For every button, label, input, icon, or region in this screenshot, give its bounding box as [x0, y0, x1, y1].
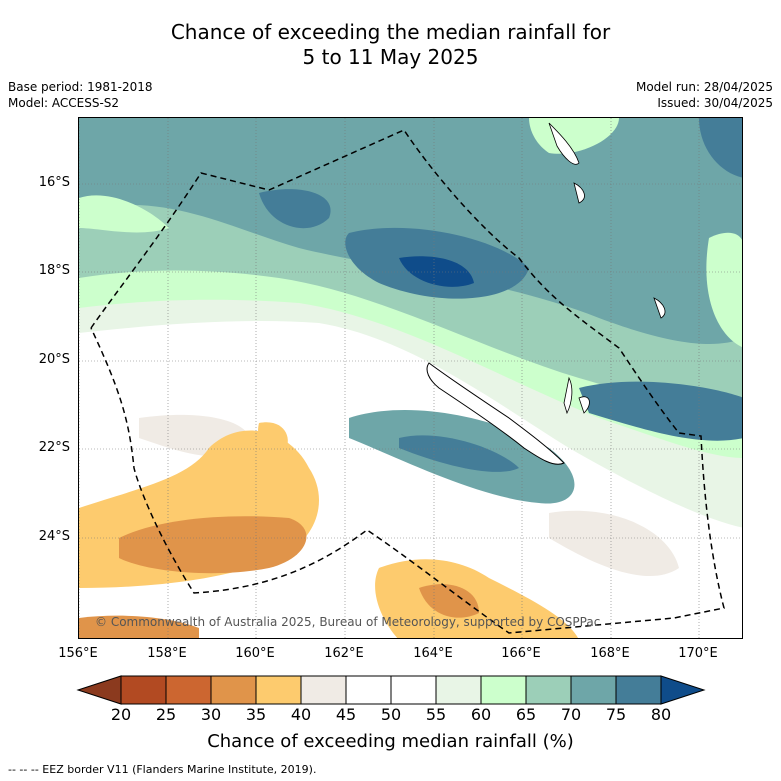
lon-label-162e: 162°E	[324, 646, 364, 661]
contour-35-40-south	[375, 559, 578, 638]
vanuatu-island-south	[653, 297, 666, 319]
rainfall-map	[78, 117, 743, 639]
lat-label-24s: 24°S	[38, 529, 70, 544]
loyalty-island	[563, 376, 573, 415]
colorbar-segment-9	[480, 675, 527, 705]
model-name: Model: ACCESS-S2	[8, 96, 120, 110]
issued-date: Issued: 30/04/2025	[657, 96, 773, 110]
colorbar-tick-60: 60	[470, 705, 492, 724]
colorbar-segment-5	[300, 675, 347, 705]
colorbar-segment-11	[570, 675, 617, 705]
lat-label-16s: 16°S	[38, 175, 70, 190]
colorbar-segment-2	[165, 675, 212, 705]
lifou-island	[578, 396, 590, 414]
lon-label-168e: 168°E	[590, 646, 630, 661]
colorbar-tick-70: 70	[560, 705, 582, 724]
colorbar-segment-8	[435, 675, 482, 705]
contour-75-ne	[699, 118, 742, 178]
colorbar-tick-65: 65	[515, 705, 537, 724]
contour-35-40-small	[258, 422, 288, 454]
colorbar-tick-40: 40	[290, 705, 312, 724]
colorbar-tick-55: 55	[425, 705, 447, 724]
colorbar-segment-10	[525, 675, 572, 705]
lon-label-160e: 160°E	[235, 646, 275, 661]
colorbar-tick-45: 45	[335, 705, 357, 724]
colorbar-over-arrow	[660, 675, 706, 705]
colorbar-segment-4	[255, 675, 302, 705]
contour-30-35-edge	[79, 615, 199, 638]
colorbar-tick-30: 30	[200, 705, 222, 724]
colorbar-segment-12	[615, 675, 662, 705]
colorbar-tick-35: 35	[245, 705, 267, 724]
colorbar-tick-75: 75	[605, 705, 627, 724]
model-run: Model run: 28/04/2025	[635, 80, 773, 94]
colorbar-under-arrow	[76, 675, 122, 705]
contour-80-north	[399, 256, 474, 287]
colorbar	[76, 675, 706, 705]
contour-60-east	[706, 232, 742, 347]
colorbar-tick-20: 20	[110, 705, 132, 724]
lon-label-170e: 170°E	[678, 646, 718, 661]
contour-75-east	[579, 381, 742, 441]
eez-legend: -- -- -- EEZ border V11 (Flanders Marine…	[8, 763, 317, 776]
base-period: Base period: 1981-2018	[8, 80, 153, 94]
copyright-notice: © Commonwealth of Australia 2025, Bureau…	[95, 615, 601, 629]
colorbar-segment-7	[390, 675, 437, 705]
lon-label-156e: 156°E	[58, 646, 98, 661]
contour-40-45-south	[549, 510, 679, 577]
map-title-line1: Chance of exceeding the median rainfall …	[170, 20, 611, 44]
colorbar-tick-25: 25	[155, 705, 177, 724]
lat-label-22s: 22°S	[38, 440, 70, 455]
eez-border	[90, 129, 725, 634]
colorbar-segment-6	[345, 675, 392, 705]
lat-label-20s: 20°S	[38, 352, 70, 367]
new-caledonia-island	[426, 362, 565, 465]
contour-30-35-west	[119, 516, 307, 574]
colorbar-title: Chance of exceeding median rainfall (%)	[207, 731, 574, 752]
lon-label-164e: 164°E	[413, 646, 453, 661]
colorbar-tick-50: 50	[380, 705, 402, 724]
map-canvas	[79, 118, 742, 638]
lon-label-166e: 166°E	[501, 646, 541, 661]
contour-75-south	[399, 435, 519, 472]
colorbar-segment-3	[210, 675, 257, 705]
lat-label-18s: 18°S	[38, 263, 70, 278]
vanuatu-island-middle	[573, 182, 585, 204]
contour-75-nw	[259, 189, 331, 229]
map-title-line2: 5 to 11 May 2025	[302, 45, 479, 69]
vanuatu-island-north	[548, 122, 580, 165]
contour-60-west	[79, 195, 169, 233]
colorbar-segment-1	[120, 675, 167, 705]
lon-label-158e: 158°E	[147, 646, 187, 661]
colorbar-tick-80: 80	[650, 705, 672, 724]
